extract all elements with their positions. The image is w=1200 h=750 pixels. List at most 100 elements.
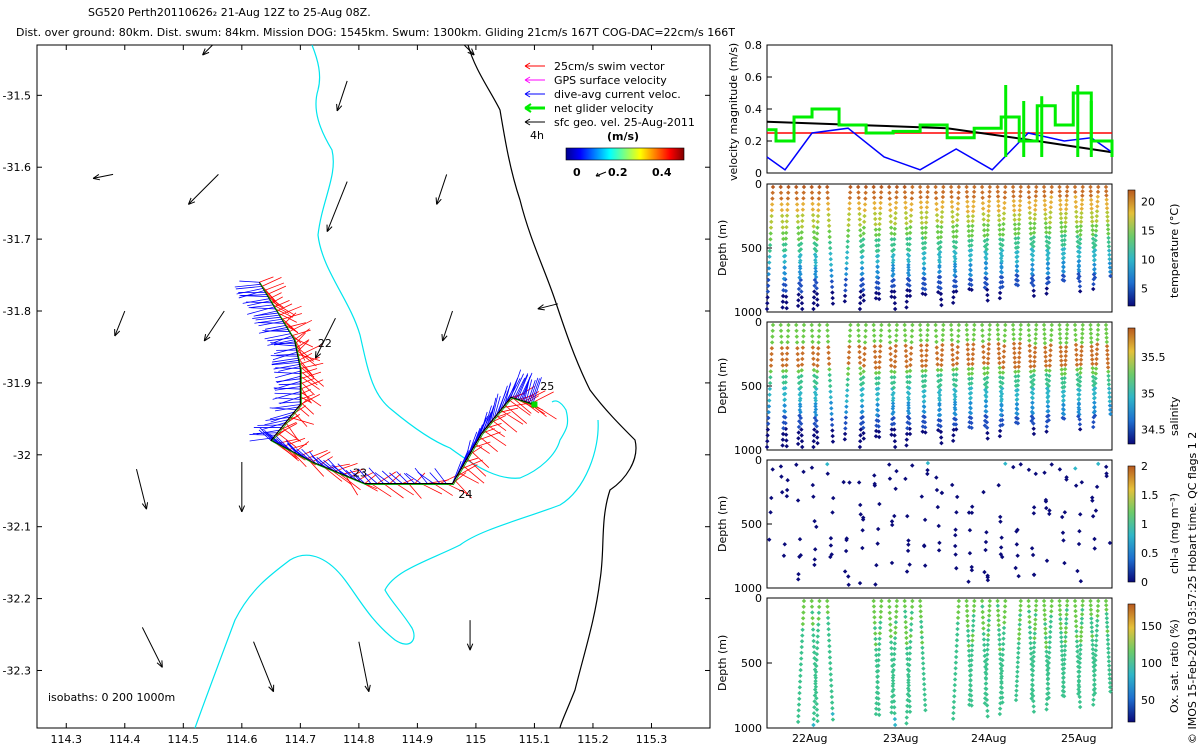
profile-point	[1032, 640, 1037, 645]
profile-point	[1058, 354, 1064, 359]
dac-vector	[327, 458, 343, 475]
profile-point	[859, 277, 864, 283]
profile-point	[813, 681, 818, 686]
swim-vector	[311, 451, 331, 463]
profile-point	[1044, 372, 1049, 378]
profile-point	[894, 598, 900, 604]
swim-vector	[364, 474, 377, 484]
dac-vector	[520, 372, 533, 401]
profile-point	[1044, 230, 1049, 235]
profile-point	[877, 501, 882, 507]
profile-point	[937, 387, 943, 393]
end-marker	[531, 401, 538, 408]
profile-point	[1015, 240, 1021, 245]
swim-vector	[297, 344, 322, 357]
profile-point	[1018, 327, 1023, 332]
profile-point	[810, 615, 815, 621]
profile-point	[1104, 471, 1109, 476]
profile-point	[887, 190, 892, 196]
swim-vector	[297, 353, 321, 362]
profile-point	[795, 208, 800, 213]
profile-point	[939, 224, 944, 230]
profile-point	[1080, 189, 1085, 194]
profile-point	[1045, 266, 1050, 271]
profile-point	[1090, 232, 1096, 237]
profile-point	[892, 646, 897, 652]
profile-point	[892, 231, 897, 237]
profile-point	[1107, 403, 1113, 408]
profile-point	[816, 604, 822, 610]
profile-point	[999, 260, 1004, 266]
profile-point	[1078, 223, 1084, 229]
profile-point	[948, 184, 954, 190]
profile-point	[1017, 622, 1022, 627]
profile-point	[770, 334, 775, 339]
profile-point	[784, 219, 789, 224]
profile-point	[954, 234, 959, 239]
profile-point	[872, 344, 877, 349]
profile-point	[825, 328, 830, 333]
profile-point	[1057, 193, 1063, 199]
profile-point	[1091, 415, 1096, 420]
profile-point	[844, 255, 850, 260]
profile-point	[907, 699, 912, 704]
profile-point	[1046, 245, 1051, 251]
profile-point	[856, 190, 861, 195]
profile-point	[984, 657, 990, 662]
profile-point	[999, 391, 1005, 397]
profile-point	[1001, 359, 1006, 365]
profile-point	[954, 372, 959, 377]
profile-point	[968, 400, 973, 405]
profile-point	[998, 701, 1003, 706]
profile-point	[982, 648, 987, 653]
profile-point	[1057, 322, 1062, 328]
profile-point	[846, 222, 851, 228]
profile-point	[982, 642, 987, 648]
swim-vector	[420, 483, 443, 495]
profile-point	[829, 279, 835, 284]
profile-point	[981, 637, 987, 642]
profile-point	[1011, 194, 1016, 199]
dac-vector	[274, 392, 301, 395]
profile-point	[874, 423, 879, 428]
profile-point	[1105, 348, 1110, 353]
profile-point	[996, 627, 1002, 633]
profile-point	[892, 635, 898, 641]
profile-point	[906, 403, 911, 408]
profile-point	[934, 207, 939, 212]
profile-point	[879, 322, 884, 328]
profile-point	[939, 209, 945, 215]
profile-point	[1074, 347, 1079, 353]
profile-point	[950, 219, 956, 224]
profile-point	[1077, 699, 1083, 705]
profile-point	[956, 184, 962, 190]
profile-point	[815, 713, 820, 718]
profile-point	[922, 383, 928, 389]
colorbar-tick: 150	[1141, 620, 1162, 633]
profile-point	[986, 203, 992, 209]
profile-point	[1093, 648, 1099, 653]
profile-point	[857, 360, 863, 366]
profile-point	[940, 337, 945, 343]
profile-point	[1079, 202, 1085, 207]
profile-point	[843, 548, 849, 554]
profile-point	[940, 327, 946, 333]
profile-point	[779, 490, 785, 495]
profile-point	[1048, 205, 1053, 210]
swim-vector	[270, 300, 294, 315]
profile-point	[845, 250, 850, 255]
profile-point	[1095, 613, 1100, 619]
swim-vector	[456, 464, 478, 477]
sfc-vector	[336, 80, 348, 112]
profile-point	[985, 637, 991, 643]
profile-point	[892, 438, 898, 444]
profile-point	[1075, 644, 1080, 649]
profile-point	[811, 494, 816, 499]
profile-point	[970, 213, 976, 219]
swim-vector	[294, 441, 310, 454]
profile-point	[910, 598, 915, 604]
profile-point	[1046, 665, 1051, 671]
profile-point	[1105, 360, 1111, 366]
profile-point	[800, 207, 806, 212]
